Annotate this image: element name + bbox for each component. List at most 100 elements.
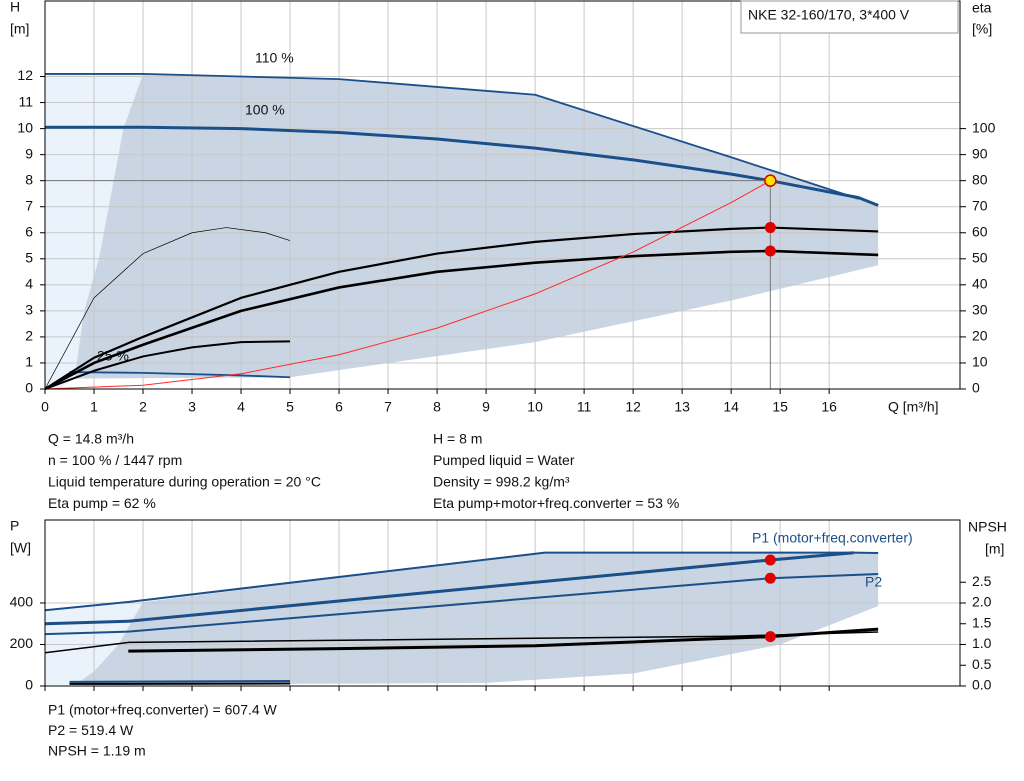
y2-axis-unit: [m] <box>985 541 1004 557</box>
y2-tick-label: 1.5 <box>972 614 992 630</box>
curve <box>44 572 879 636</box>
operating-point <box>764 174 777 187</box>
y-tick-label: 200 <box>10 635 34 651</box>
plot-frame <box>44 519 961 687</box>
y-tick-label: 11 <box>18 93 33 109</box>
x-tick-label: 8 <box>433 399 441 415</box>
y-tick-label: 400 <box>10 594 34 610</box>
y2-tick-label: 1.0 <box>972 635 992 651</box>
x-tick-label: 11 <box>577 399 592 415</box>
info-text: H = 8 m <box>433 431 482 447</box>
y2-tick-label: 0 <box>972 380 980 396</box>
x-tick-label: 4 <box>237 399 245 415</box>
info-text: Pumped liquid = Water <box>433 452 575 468</box>
x-tick-label: 16 <box>821 399 837 415</box>
x-tick-label: 15 <box>772 399 788 415</box>
y2-tick-label: 0.5 <box>972 656 992 672</box>
y2-tick-label: 50 <box>972 250 988 266</box>
y2-axis-label: eta <box>972 0 992 16</box>
title-box <box>740 0 959 34</box>
operating-point <box>764 572 776 584</box>
y2-tick-label: 30 <box>972 302 988 318</box>
curve <box>44 180 771 390</box>
y-tick-label: 5 <box>25 250 33 266</box>
info-text: P1 (motor+freq.converter) = 607.4 W <box>48 702 278 718</box>
x-tick-label: 13 <box>674 399 690 415</box>
operating-range <box>74 552 879 685</box>
curve-label: 110 % <box>255 50 294 66</box>
y-axis-label: H <box>10 0 20 15</box>
info-text: Density = 998.2 kg/m³ <box>433 474 570 490</box>
info-text: Eta pump = 62 % <box>48 495 156 511</box>
x-tick-label: 1 <box>90 399 98 415</box>
curve <box>69 680 291 683</box>
y2-axis-unit: [%] <box>972 21 992 37</box>
curve <box>45 125 879 207</box>
y-tick-label: 4 <box>25 276 33 292</box>
curve-label: P2 <box>865 574 882 590</box>
curve <box>44 226 879 390</box>
x-tick-label: 7 <box>384 399 392 415</box>
y2-tick-label: 100 <box>972 119 996 135</box>
y2-tick-label: 40 <box>972 276 988 292</box>
curve <box>45 73 859 200</box>
info-text: Liquid temperature during operation = 20… <box>48 474 321 490</box>
curve <box>44 551 854 626</box>
y-axis-label: P <box>10 518 19 534</box>
y2-tick-label: 60 <box>972 223 988 239</box>
y2-tick-label: 2.0 <box>972 594 992 610</box>
y-tick-label: 12 <box>17 67 33 83</box>
x-tick-label: 5 <box>286 399 294 415</box>
y-tick-label: 3 <box>25 302 33 318</box>
x-tick-label: 0 <box>41 399 49 415</box>
y2-tick-label: 70 <box>972 197 988 213</box>
y-tick-label: 10 <box>17 119 33 135</box>
y2-tick-label: 2.5 <box>972 573 992 589</box>
curve-label: 100 % <box>245 102 285 118</box>
y-tick-label: 0 <box>25 380 33 396</box>
curve <box>69 371 291 379</box>
curve <box>44 551 879 612</box>
x-tick-label: 2 <box>139 399 147 415</box>
operating-point <box>764 554 776 566</box>
x-tick-label: 6 <box>335 399 343 415</box>
info-text: n = 100 % / 1447 rpm <box>48 452 182 468</box>
x-tick-label: 10 <box>527 399 543 415</box>
y-tick-label: 9 <box>25 145 33 161</box>
y-tick-label: 8 <box>25 171 33 187</box>
operating-point <box>764 245 776 257</box>
y-tick-label: 6 <box>25 223 33 239</box>
y2-tick-label: 10 <box>972 354 988 370</box>
info-text: Q = 14.8 m³/h <box>48 431 134 447</box>
info-text: Eta pump+motor+freq.converter = 53 % <box>433 495 679 511</box>
curve <box>44 340 291 390</box>
operating-range <box>74 73 879 379</box>
y2-tick-label: 80 <box>972 171 988 187</box>
info-text: NPSH = 1.19 m <box>48 743 146 759</box>
y2-tick-label: 90 <box>972 145 988 161</box>
y2-axis-label: NPSH <box>968 519 1007 535</box>
x-tick-label: 12 <box>625 399 641 415</box>
curve <box>128 627 879 653</box>
x-tick-label: 14 <box>723 399 739 415</box>
curve <box>44 249 879 391</box>
x-tick-label: 3 <box>188 399 196 415</box>
x-tick-label: 9 <box>482 399 490 415</box>
curve <box>44 227 291 390</box>
plot-frame <box>44 0 961 390</box>
y-axis-unit: [m] <box>10 21 29 37</box>
y-tick-label: 0 <box>25 677 33 693</box>
y-axis-unit: [W] <box>10 540 31 556</box>
chart-title: NKE 32-160/170, 3*400 V <box>748 7 910 23</box>
y2-tick-label: 20 <box>972 328 988 344</box>
y-tick-label: 1 <box>25 354 33 370</box>
y-tick-label: 7 <box>25 197 33 213</box>
curve-label: P1 (motor+freq.converter) <box>752 530 913 546</box>
y2-tick-label: 0.0 <box>972 677 992 693</box>
operating-point <box>764 631 776 643</box>
info-text: P2 = 519.4 W <box>48 722 134 738</box>
operating-point <box>764 222 776 234</box>
y-tick-label: 2 <box>25 328 33 344</box>
x-axis-label: Q [m³/h] <box>888 399 939 415</box>
